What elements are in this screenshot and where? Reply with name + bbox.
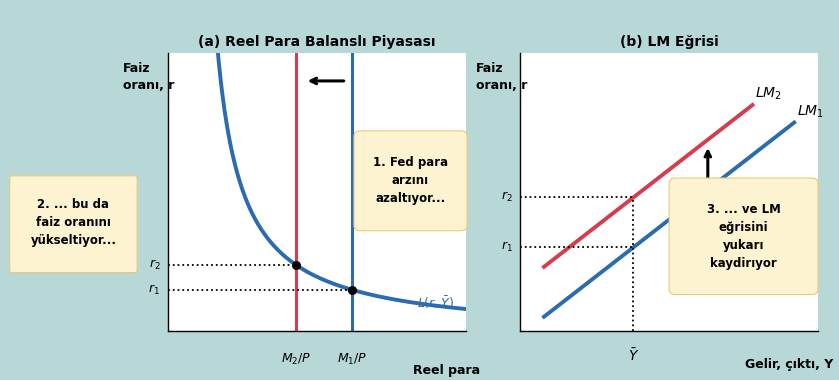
Text: 3. ... ve LM
eğrisini
yukarı
kaydirıyor: 3. ... ve LM eğrisini yukarı kaydirıyor <box>706 203 780 270</box>
Text: $r_1$: $r_1$ <box>149 283 160 297</box>
FancyBboxPatch shape <box>354 131 467 231</box>
Text: $r_2$: $r_2$ <box>501 190 513 204</box>
Text: 2. ... bu da
faiz oranını
yükseltiyor...: 2. ... bu da faiz oranını yükseltiyor... <box>30 198 117 247</box>
Text: $r_2$: $r_2$ <box>149 258 160 272</box>
Text: Reel para
balanslı, M/P: Reel para balanslı, M/P <box>391 364 481 380</box>
FancyBboxPatch shape <box>10 176 137 272</box>
FancyBboxPatch shape <box>669 178 818 294</box>
Text: $M_2/P$: $M_2/P$ <box>281 352 311 366</box>
Text: $M_1/P$: $M_1/P$ <box>337 352 367 366</box>
Text: Gelir, çıktı, Y: Gelir, çıktı, Y <box>745 358 833 371</box>
Text: $LM_1$: $LM_1$ <box>797 103 824 120</box>
Text: Faiz
oranı, r: Faiz oranı, r <box>123 62 175 92</box>
Text: $L(r, \bar{Y})$: $L(r, \bar{Y})$ <box>417 294 454 311</box>
Text: $r_1$: $r_1$ <box>501 240 513 255</box>
Text: Faiz
oranı, r: Faiz oranı, r <box>476 62 527 92</box>
Title: (b) LM Eğrisi: (b) LM Eğrisi <box>620 35 718 49</box>
Title: (a) Reel Para Balanslı Piyasası: (a) Reel Para Balanslı Piyasası <box>198 35 435 49</box>
Text: $LM_2$: $LM_2$ <box>755 86 783 102</box>
Text: $\bar{Y}$: $\bar{Y}$ <box>628 347 639 364</box>
Text: 1. Fed para
arzını
azaltıyor...: 1. Fed para arzını azaltıyor... <box>373 156 448 205</box>
